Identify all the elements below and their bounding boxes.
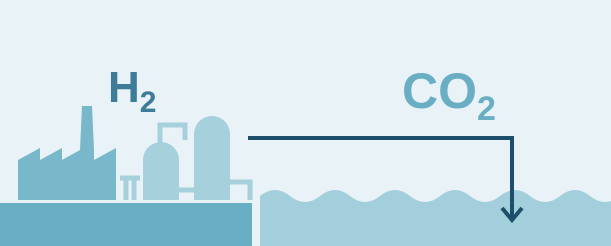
label-sub: 2 (477, 90, 496, 128)
label-text: CO (402, 63, 477, 119)
illustration: H2 CO2 (0, 0, 611, 246)
label-text: H (108, 63, 140, 112)
tank-small (143, 142, 179, 200)
label-sub: 2 (140, 86, 157, 119)
land (0, 203, 252, 246)
tank-large (194, 116, 230, 200)
